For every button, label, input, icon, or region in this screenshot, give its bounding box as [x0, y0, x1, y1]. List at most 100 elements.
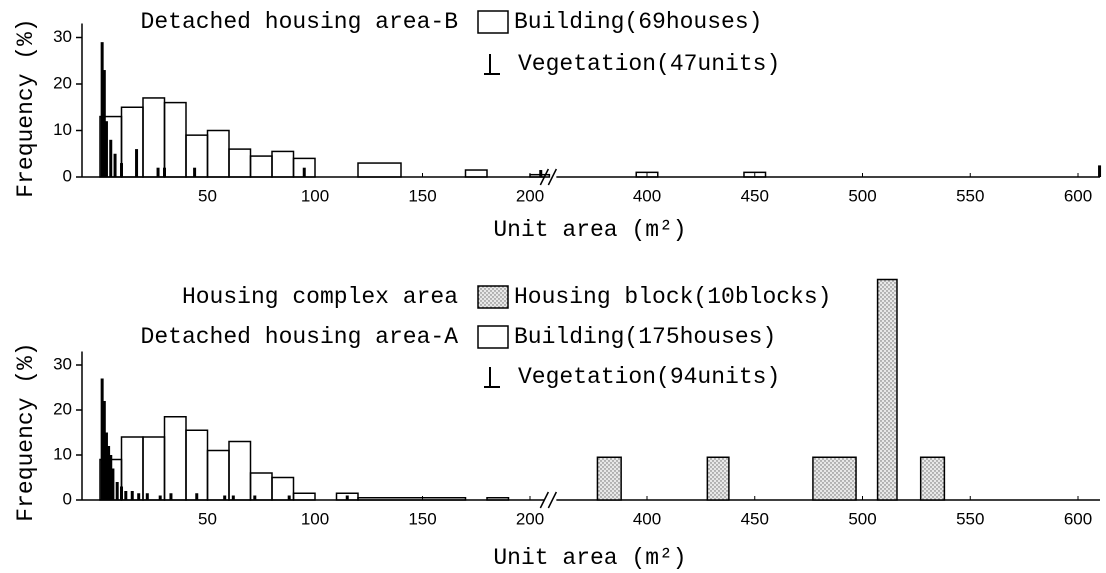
x-tick-label: 600: [1064, 509, 1092, 528]
x-tick-label: 400: [633, 186, 661, 205]
vegetation-bar: [253, 495, 257, 500]
housing-block-bar: [876, 278, 898, 501]
y-axis-label: Frequency (%): [13, 342, 39, 521]
building-bar: [142, 436, 166, 501]
x-tick-label: 400: [633, 509, 661, 528]
legend-area: Detached housing area-A: [141, 324, 459, 350]
legend-area: Detached housing area-B: [141, 9, 458, 35]
building-bar: [271, 150, 295, 178]
x-tick-label: 500: [848, 509, 876, 528]
vegetation-bar: [102, 70, 106, 177]
vegetation-bar: [137, 493, 141, 500]
x-tick-label: 150: [408, 509, 436, 528]
building-bar: [357, 162, 402, 178]
housing-block-bar: [596, 456, 622, 501]
vegetation-bar: [113, 153, 117, 177]
x-tick-label: 600: [1064, 186, 1092, 205]
building-bar: [228, 148, 252, 178]
building-bar: [486, 497, 510, 501]
vegetation-bar: [158, 495, 162, 500]
vegetation-bar: [115, 482, 119, 500]
building-bar: [357, 497, 467, 501]
y-tick-label: 30: [53, 354, 72, 373]
building-bar: [228, 440, 252, 501]
building-bar: [185, 134, 209, 178]
building-bar: [206, 129, 230, 178]
x-tick-label: 50: [198, 509, 217, 528]
building-bar: [163, 101, 187, 178]
x-axis-label: Unit area (m²): [493, 217, 686, 243]
x-tick-label: 550: [956, 509, 984, 528]
y-tick-label: 20: [53, 73, 72, 92]
building-bar: [743, 171, 767, 178]
x-tick-label: 100: [301, 509, 329, 528]
x-tick-label: 450: [741, 186, 769, 205]
legend-symbol: [477, 325, 509, 349]
housing-block-bar: [706, 456, 730, 501]
vegetation-bar: [195, 493, 199, 500]
vegetation-bar: [231, 495, 235, 500]
legend-label: Building(69houses): [514, 9, 762, 35]
vegetation-bar: [302, 167, 306, 177]
x-tick-label: 150: [408, 186, 436, 205]
vegetation-bar: [104, 432, 108, 500]
vegetation-bar: [223, 495, 227, 500]
building-bar: [163, 416, 187, 501]
y-tick-label: 0: [63, 489, 72, 508]
building-bar: [185, 429, 209, 501]
building-bar: [249, 155, 273, 178]
housing-block-bar: [919, 456, 946, 501]
y-tick-label: 10: [53, 120, 72, 139]
y-axis-label: Frequency (%): [13, 18, 39, 197]
vegetation-bar: [156, 167, 160, 177]
housing-block-bar: [812, 456, 857, 501]
axis-break: [539, 491, 558, 509]
building-bar: [206, 449, 230, 501]
vegetation-bar: [345, 495, 349, 500]
vegetation-bar: [107, 446, 111, 500]
vegetation-bar: [109, 139, 113, 177]
vegetation-bar: [193, 167, 197, 177]
x-tick-label: 100: [301, 186, 329, 205]
legend-symbol: [477, 285, 509, 309]
vegetation-bar: [120, 486, 123, 500]
building-bar: [635, 171, 659, 178]
building-bar: [292, 492, 316, 501]
x-tick-label: 200: [516, 509, 544, 528]
x-tick-label: 200: [516, 186, 544, 205]
vegetation-bar: [1098, 165, 1102, 177]
vegetation-bar: [104, 121, 108, 177]
x-axis-label: Unit area (m²): [493, 545, 686, 571]
building-bar: [271, 476, 295, 501]
legend-label: Building(175houses): [514, 324, 776, 350]
x-tick-label: 50: [198, 186, 217, 205]
y-tick-label: 0: [63, 166, 72, 185]
y-tick-label: 20: [53, 399, 72, 418]
legend-symbol: [484, 367, 500, 388]
x-tick-label: 550: [956, 186, 984, 205]
vegetation-bar: [124, 491, 128, 500]
vegetation-bar: [102, 401, 106, 500]
legend-symbol: [484, 54, 500, 75]
legend-symbol: [477, 10, 509, 34]
building-bar: [142, 97, 166, 178]
legend-area: Housing complex area: [182, 284, 458, 310]
legend-label: Vegetation(94units): [518, 364, 780, 390]
x-tick-label: 450: [741, 509, 769, 528]
building-bar: [464, 169, 488, 178]
vegetation-bar: [100, 378, 104, 500]
vegetation-bar: [111, 468, 115, 500]
vegetation-bar: [145, 493, 149, 500]
vegetation-bar: [109, 455, 113, 500]
building-bar: [120, 106, 144, 178]
vegetation-bar: [120, 163, 123, 177]
vegetation-bar: [100, 42, 104, 178]
vegetation-bar: [130, 491, 134, 500]
vegetation-bar: [163, 167, 166, 177]
y-tick-label: 30: [53, 27, 72, 46]
y-tick-label: 10: [53, 444, 72, 463]
vegetation-bar: [135, 149, 139, 177]
legend-label: Vegetation(47units): [518, 51, 780, 77]
vegetation-bar: [287, 495, 291, 500]
